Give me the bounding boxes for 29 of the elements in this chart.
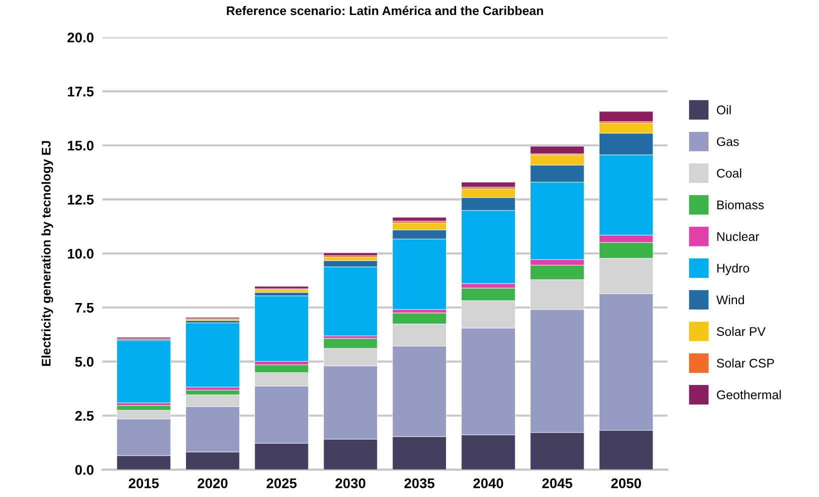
x-tick-label: 2030 [336, 478, 366, 488]
legend-label: Wind [716, 295, 744, 304]
legend-label: Gas [716, 137, 739, 146]
legend-label: Hydro [717, 263, 750, 276]
x-tick-label: 2040 [473, 478, 504, 488]
x-tick-label: 2050 [611, 478, 642, 488]
y-tick-label: 17.5 [68, 86, 94, 96]
y-tick-label: 12.5 [68, 194, 94, 205]
x-tick-label: 2015 [128, 478, 159, 488]
y-tick-label: 15.0 [68, 140, 94, 151]
x-tick-label: 2045 [542, 478, 572, 488]
x-tick-label: 2025 [266, 478, 297, 488]
x-tick-label: 2035 [404, 478, 434, 488]
legend-label: Geothermal [716, 390, 781, 400]
chart-title: Reference scenario: Latin América and the Caribbean [226, 6, 544, 16]
y-tick-label: 20.0 [67, 32, 94, 42]
legend-label: Nuclear [717, 232, 760, 241]
y-tick-label: 7.5 [75, 302, 94, 313]
legend-label: Oil [716, 105, 731, 114]
x-tick-label: 2020 [198, 478, 228, 488]
y-axis-title: Electricity generation by tecnology EJ [41, 141, 54, 366]
y-tick-label: 0.0 [75, 465, 94, 475]
legend-label: Biomass [717, 200, 764, 210]
legend-label: Coal [716, 168, 742, 178]
y-tick-label: 2.5 [75, 410, 94, 421]
y-tick-label: 10.0 [68, 248, 94, 259]
legend-label: Solar PV [716, 326, 766, 336]
legend-label: Solar CSP [716, 358, 774, 368]
y-tick-label: 5.0 [75, 356, 94, 367]
